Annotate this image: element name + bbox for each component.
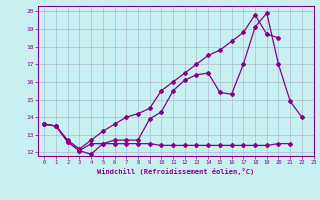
- X-axis label: Windchill (Refroidissement éolien,°C): Windchill (Refroidissement éolien,°C): [97, 168, 255, 175]
